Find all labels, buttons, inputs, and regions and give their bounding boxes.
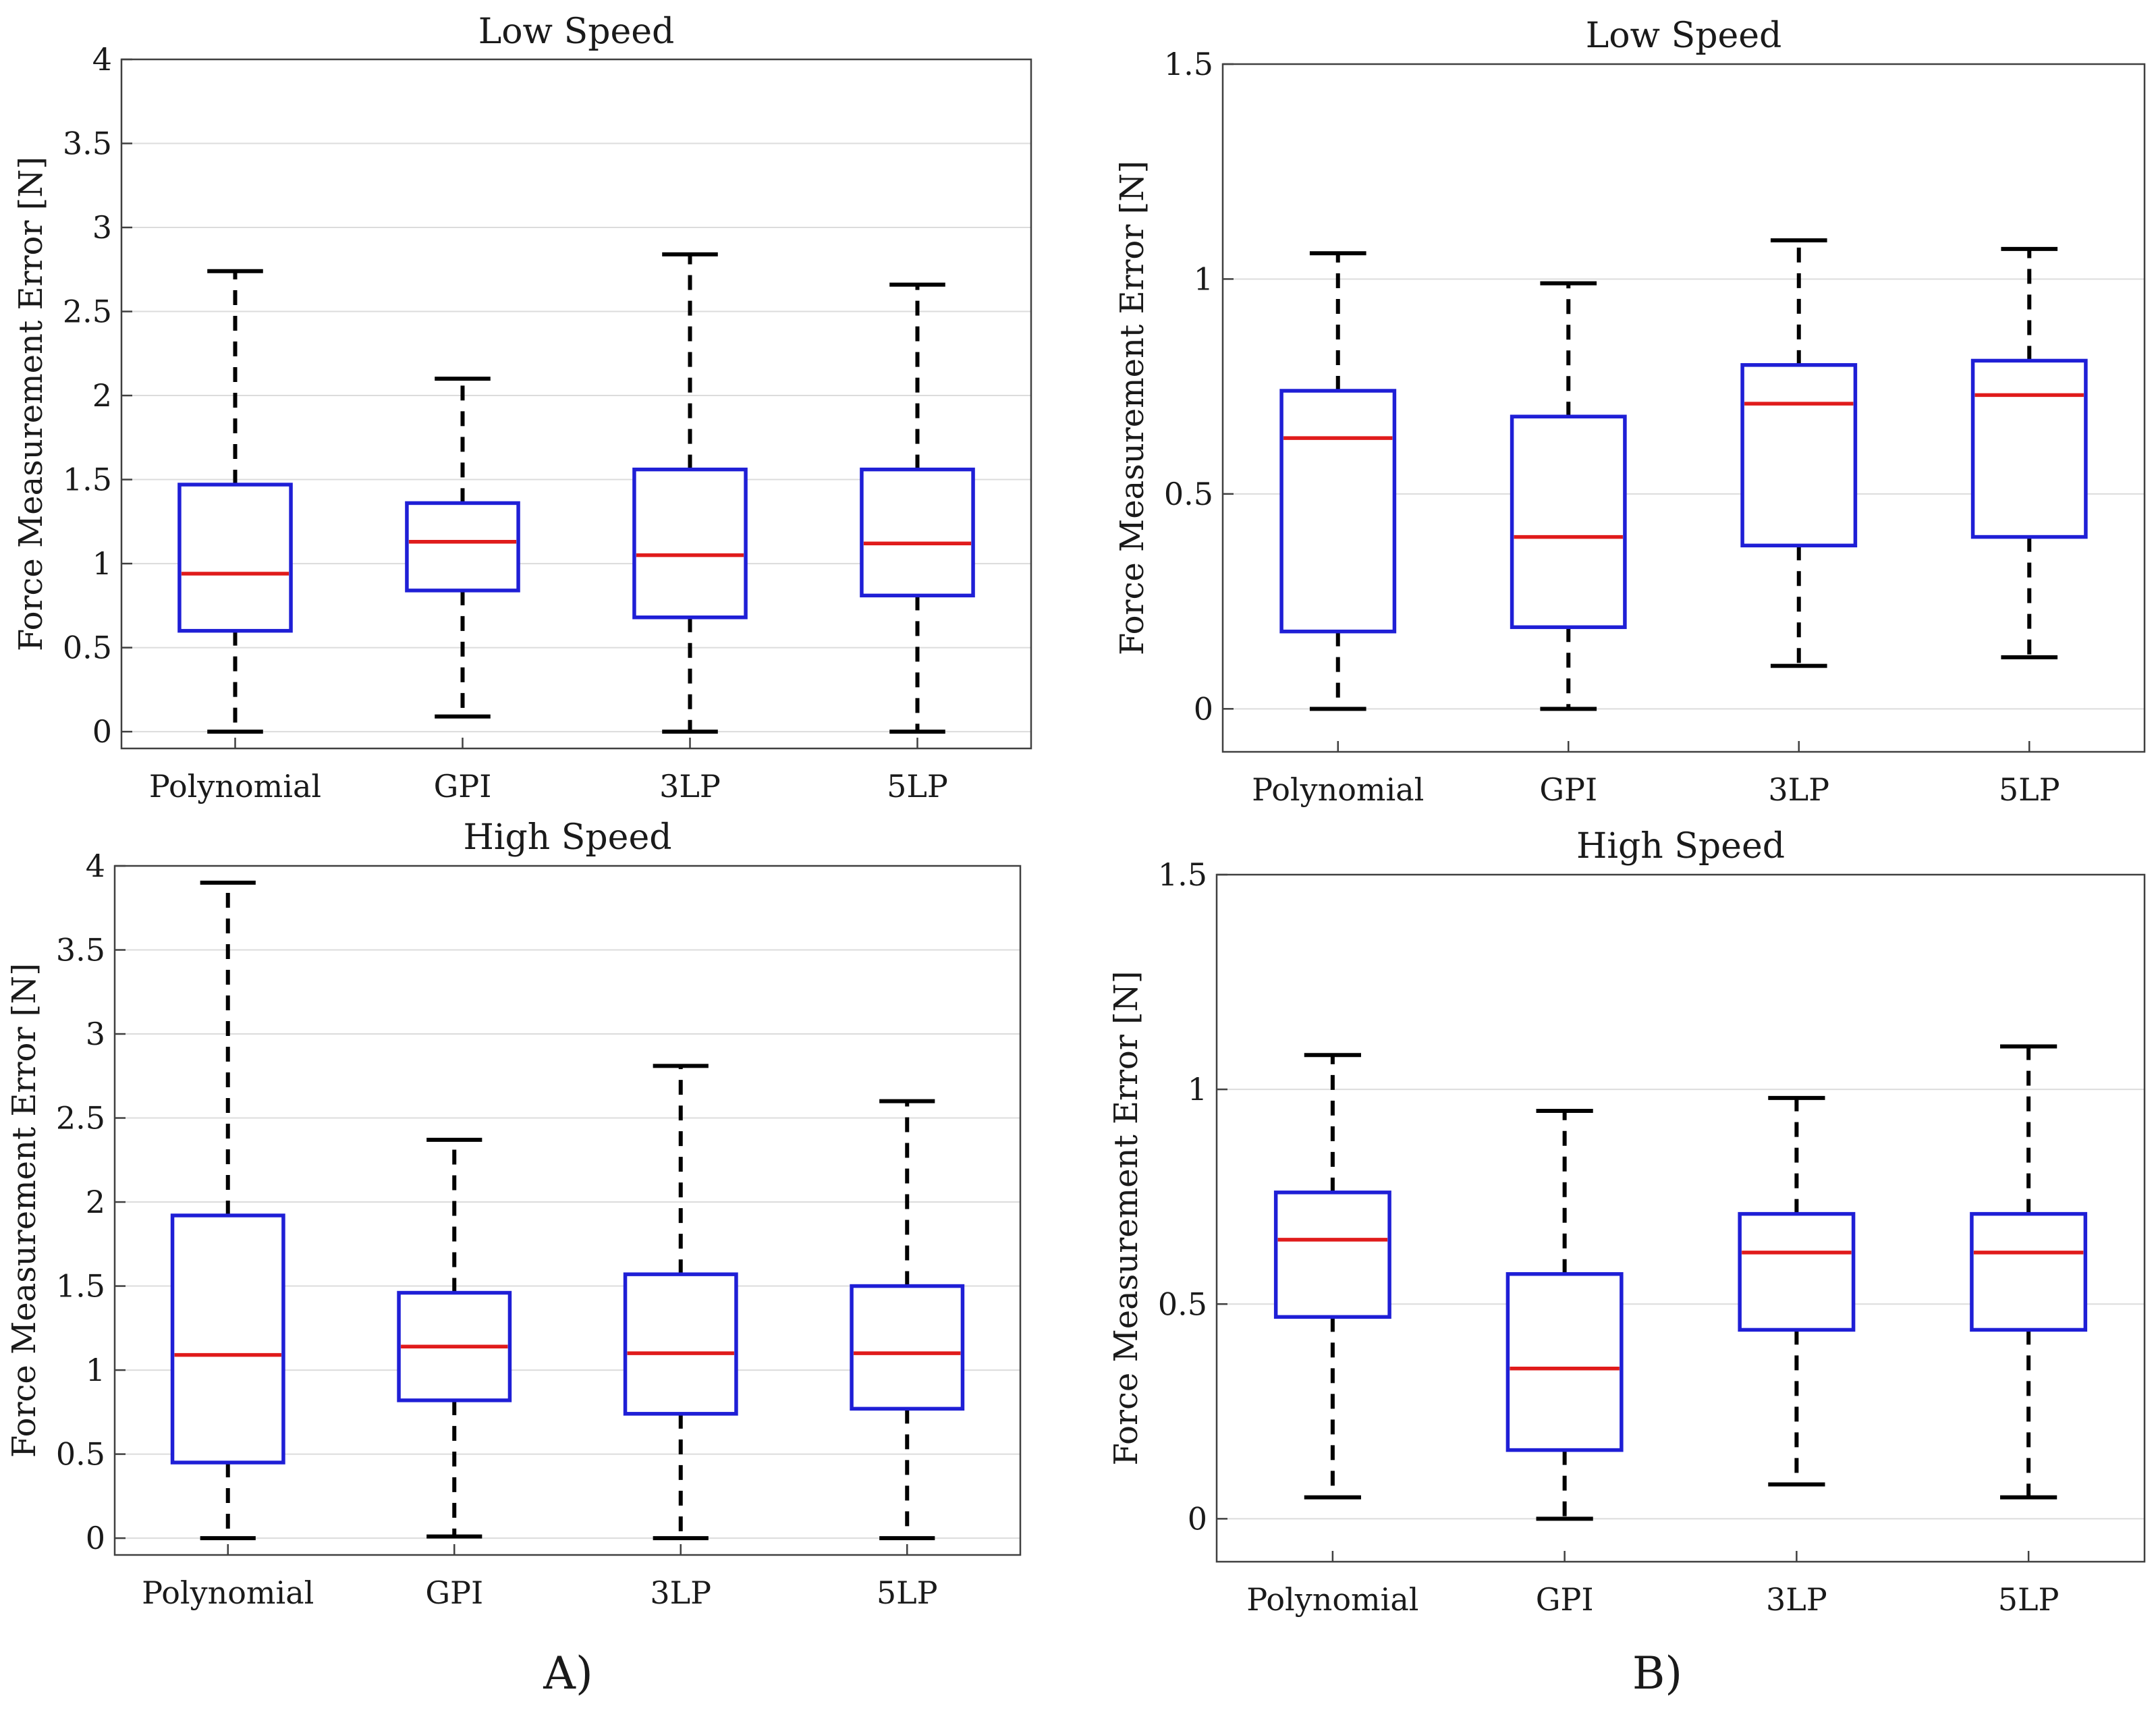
- box-3lp: [1740, 238, 1858, 668]
- x-tick-label: 3LP: [1766, 1581, 1827, 1618]
- chart-low-speed-right: 0 0.5 1 1.5 Polynomial GPI 3LP 5LP Low Speed Forc…: [1113, 16, 2146, 808]
- y-tick-label: 0.5: [56, 1436, 105, 1473]
- x-tick-label: 3LP: [1768, 771, 1829, 808]
- x-tick-label: GPI: [1536, 1581, 1594, 1618]
- box-gpi: [1505, 1108, 1624, 1521]
- box-5lp: [1970, 246, 2088, 659]
- axes-frame: [113, 865, 1022, 1556]
- iqr-box: [623, 1272, 738, 1416]
- y-tick-label: 0.5: [63, 630, 112, 666]
- box-3lp: [1738, 1095, 1856, 1487]
- iqr-box: [405, 501, 520, 593]
- y-tick-label: 4: [92, 41, 112, 78]
- chart-title: Low Speed: [1586, 16, 1782, 56]
- y-tick-label: 1: [1188, 1071, 1207, 1107]
- box-gpi: [405, 377, 520, 719]
- y-tick-label: 0: [92, 713, 112, 750]
- y-axis-label: Force Measurement Error [N]: [1113, 161, 1151, 655]
- box-3lp: [632, 252, 748, 734]
- x-tick-label: 5LP: [1998, 1581, 2060, 1618]
- y-tick-label: 2.5: [56, 1100, 105, 1137]
- box-polynomial: [1279, 251, 1397, 711]
- iqr-box: [1970, 358, 2088, 539]
- y-tick-label: 1.5: [1158, 856, 1207, 893]
- x-tick-label: Polynomial: [149, 768, 321, 804]
- box-5lp: [1970, 1044, 2088, 1500]
- iqr-box: [1970, 1211, 2088, 1332]
- y-tick-label: 2: [92, 377, 112, 414]
- chart-title: High Speed: [1576, 826, 1785, 867]
- box-polynomial: [1273, 1053, 1391, 1500]
- iqr-box: [177, 483, 293, 633]
- y-tick-label: 3: [86, 1016, 105, 1052]
- y-tick-label: 0: [1188, 1500, 1207, 1537]
- x-tick-label: Polynomial: [1246, 1581, 1418, 1618]
- chart-high-speed-left: 0 0.5 1 1.5 2 2.5 3 3.5 4 Polynomial GPI 3LP 5LP High…: [5, 817, 1022, 1611]
- iqr-box: [850, 1284, 965, 1411]
- y-tick-label: 0: [1194, 690, 1213, 727]
- iqr-box: [1510, 414, 1627, 630]
- box-5lp: [860, 282, 975, 734]
- iqr-box: [860, 467, 975, 598]
- chart-high-speed-right: 0 0.5 1 1.5 Polynomial GPI 3LP 5LP High Speed For…: [1107, 826, 2146, 1618]
- y-axis-label: Force Measurement Error [N]: [12, 157, 50, 651]
- x-tick-label: 3LP: [659, 768, 721, 804]
- y-tick-label: 1.5: [56, 1268, 105, 1305]
- y-tick-label: 1.5: [63, 462, 112, 498]
- y-tick-label: 3: [92, 209, 112, 246]
- iqr-box: [1740, 363, 1858, 548]
- iqr-box: [1279, 389, 1397, 634]
- y-tick-label: 1.5: [1164, 46, 1213, 82]
- box-polynomial: [170, 880, 285, 1541]
- y-tick-label: 0.5: [1164, 476, 1213, 512]
- x-tick-label: 5LP: [1999, 771, 2060, 808]
- y-tick-label: 3.5: [63, 126, 112, 162]
- axes-frame: [1221, 63, 2146, 753]
- y-tick-label: 1: [92, 545, 112, 582]
- box-5lp: [850, 1099, 965, 1541]
- box-polynomial: [177, 269, 293, 734]
- x-tick-label: GPI: [434, 768, 492, 804]
- y-tick-label: 4: [86, 848, 105, 884]
- y-tick-label: 2: [86, 1184, 105, 1220]
- x-tick-label: GPI: [425, 1575, 483, 1611]
- y-axis-label: Force Measurement Error [N]: [1107, 970, 1145, 1465]
- y-tick-label: 0.5: [1158, 1286, 1207, 1322]
- iqr-box: [632, 467, 748, 620]
- panel-label-a: A): [543, 1647, 592, 1699]
- axes-frame: [1215, 873, 2146, 1563]
- iqr-box: [170, 1213, 285, 1465]
- chart-title: Low Speed: [478, 11, 675, 52]
- y-tick-label: 1: [1194, 261, 1213, 297]
- iqr-box: [1738, 1211, 1856, 1332]
- x-tick-label: GPI: [1539, 771, 1597, 808]
- y-axis-label: Force Measurement Error [N]: [5, 963, 43, 1458]
- x-tick-label: 3LP: [650, 1575, 711, 1611]
- iqr-box: [1505, 1271, 1624, 1452]
- x-tick-label: Polynomial: [142, 1575, 314, 1611]
- x-tick-label: 5LP: [877, 1575, 938, 1611]
- y-tick-label: 1: [86, 1352, 105, 1388]
- y-tick-label: 0: [86, 1520, 105, 1556]
- y-tick-label: 2.5: [63, 294, 112, 330]
- chart-low-speed-left: 0 0.5 1 1.5 2 2.5 3 3.5 4 Polynomial GPI 3LP 5LP Low …: [12, 11, 1032, 804]
- x-tick-label: 5LP: [887, 768, 948, 804]
- x-tick-label: Polynomial: [1252, 771, 1424, 808]
- box-gpi: [397, 1137, 512, 1539]
- box-gpi: [1510, 281, 1627, 711]
- y-tick-label: 3.5: [56, 932, 105, 968]
- axes-frame: [120, 58, 1032, 750]
- chart-title: High Speed: [463, 817, 671, 858]
- iqr-box: [1273, 1191, 1391, 1319]
- panel-label-b: B): [1632, 1647, 1682, 1699]
- box-3lp: [623, 1064, 738, 1541]
